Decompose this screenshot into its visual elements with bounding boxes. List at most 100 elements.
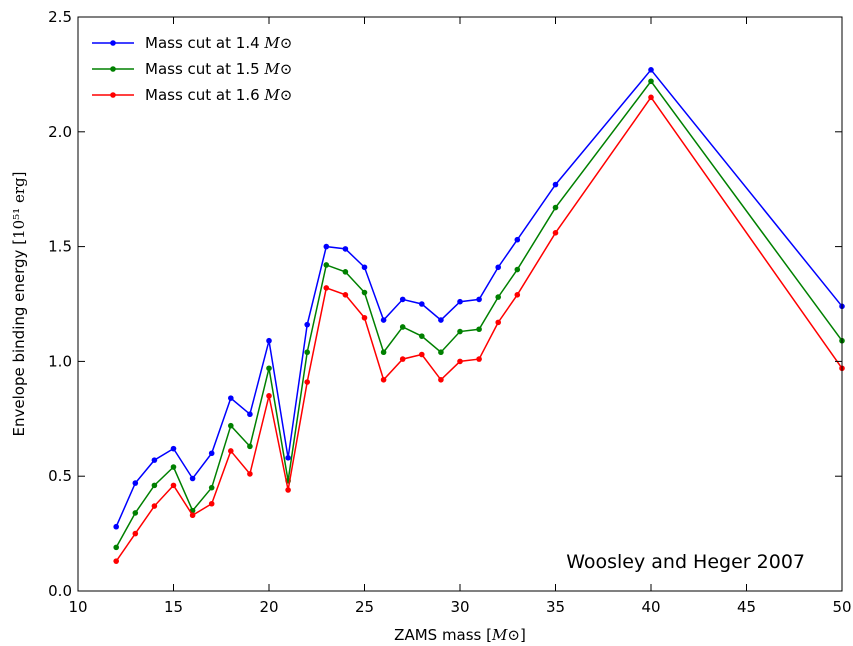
data-point	[285, 455, 291, 461]
data-point	[419, 351, 425, 358]
legend-item: Mass cut at 1.5 M⊙	[92, 60, 292, 78]
data-point	[476, 356, 482, 362]
legend-label-unit: M⊙	[263, 60, 292, 78]
y-axis-unit-open: [	[10, 239, 28, 245]
data-point	[208, 500, 215, 507]
data-point	[170, 464, 177, 470]
data-point	[495, 294, 502, 300]
source-annotation: Woosley and Heger 2007	[566, 551, 805, 573]
data-point	[189, 512, 196, 519]
data-point	[342, 246, 349, 252]
data-point	[514, 292, 521, 298]
data-point	[170, 482, 177, 489]
legend-label-unit: M⊙	[263, 34, 292, 52]
data-point	[170, 445, 177, 452]
data-point	[380, 376, 387, 383]
legend: Mass cut at 1.4 M⊙ Mass cut at 1.5 M⊙ Mass…	[92, 34, 292, 104]
data-point	[132, 510, 139, 516]
data-point	[457, 298, 463, 305]
x-axis-unit-open: [	[486, 626, 492, 644]
plot-area	[113, 67, 845, 564]
data-point	[304, 349, 311, 356]
data-point	[228, 448, 234, 454]
data-point	[552, 230, 559, 236]
data-point	[552, 204, 559, 211]
data-point	[648, 94, 654, 101]
data-point	[476, 296, 482, 303]
data-point	[552, 181, 559, 188]
legend-label: Mass cut at 1.5 M⊙	[145, 60, 292, 78]
y-axis-label: Envelope binding energy [10⁵¹ erg]	[10, 172, 28, 437]
data-point	[380, 317, 387, 323]
data-point	[304, 379, 311, 385]
data-point	[399, 324, 406, 330]
data-point	[361, 314, 368, 321]
x-tick-label: 45	[737, 598, 756, 616]
data-point	[132, 480, 139, 486]
x-tick-label: 50	[832, 598, 851, 616]
y-tick-label: 2.0	[48, 123, 72, 141]
data-point	[189, 475, 196, 482]
data-point	[457, 328, 463, 335]
data-point	[495, 319, 502, 326]
data-point	[113, 523, 119, 530]
data-point	[648, 67, 654, 73]
data-point	[266, 337, 272, 344]
x-tick-label: 10	[68, 598, 87, 616]
data-point	[208, 450, 215, 457]
data-point	[323, 285, 330, 291]
data-point	[228, 395, 234, 401]
axis-ticks: 10 15 20 25 30 35 40 45 50 0.0 0.5 1.0 1.5 2.0 2.5	[48, 8, 851, 616]
x-tick-label: 30	[450, 598, 469, 616]
data-point	[247, 411, 253, 418]
x-tick-label: 25	[355, 598, 374, 616]
data-point	[438, 376, 444, 383]
data-point	[151, 503, 158, 509]
x-tick-label: 20	[259, 598, 278, 616]
data-point	[342, 292, 349, 298]
series-2	[113, 78, 845, 551]
data-point	[495, 264, 502, 271]
legend-label-unit: M⊙	[263, 86, 292, 104]
data-point	[380, 349, 387, 356]
x-axis-unit: M⊙	[491, 626, 520, 644]
y-tick-label: 1.5	[48, 238, 72, 256]
y-axis-label-text: Envelope binding energy	[10, 249, 28, 436]
data-point	[113, 558, 119, 564]
data-point	[361, 264, 368, 271]
data-point	[304, 321, 311, 328]
data-point	[151, 482, 158, 489]
data-point	[132, 530, 139, 537]
data-point	[399, 356, 406, 362]
legend-swatch-marker	[110, 66, 116, 72]
data-point	[266, 393, 272, 399]
legend-label-text: Mass cut at 1.6	[145, 86, 264, 104]
y-tick-label: 0.5	[48, 467, 72, 485]
y-tick-label: 1.0	[48, 352, 72, 370]
data-point	[438, 317, 444, 323]
x-tick-label: 40	[641, 598, 660, 616]
data-point	[323, 243, 330, 250]
data-point	[361, 289, 368, 296]
series-line	[115, 80, 843, 548]
data-point	[342, 269, 349, 275]
legend-swatch-marker	[110, 40, 116, 46]
series-1	[113, 67, 845, 530]
data-point	[514, 266, 521, 273]
legend-item: Mass cut at 1.4 M⊙	[92, 34, 292, 52]
y-tick-label: 2.5	[48, 8, 72, 26]
y-axis-unit: 10⁵¹ erg	[10, 177, 28, 239]
data-point	[228, 422, 234, 429]
data-point	[419, 333, 425, 339]
data-point	[399, 296, 406, 303]
data-point	[514, 236, 521, 243]
y-axis-unit-close: ]	[10, 172, 28, 178]
legend-label: Mass cut at 1.4 M⊙	[145, 34, 292, 52]
legend-swatch-marker	[110, 92, 116, 98]
x-axis-unit-close: ]	[520, 626, 526, 644]
series-3	[113, 94, 845, 564]
data-point	[151, 457, 158, 463]
data-point	[247, 443, 253, 450]
x-axis-label-text: ZAMS mass	[394, 626, 481, 644]
